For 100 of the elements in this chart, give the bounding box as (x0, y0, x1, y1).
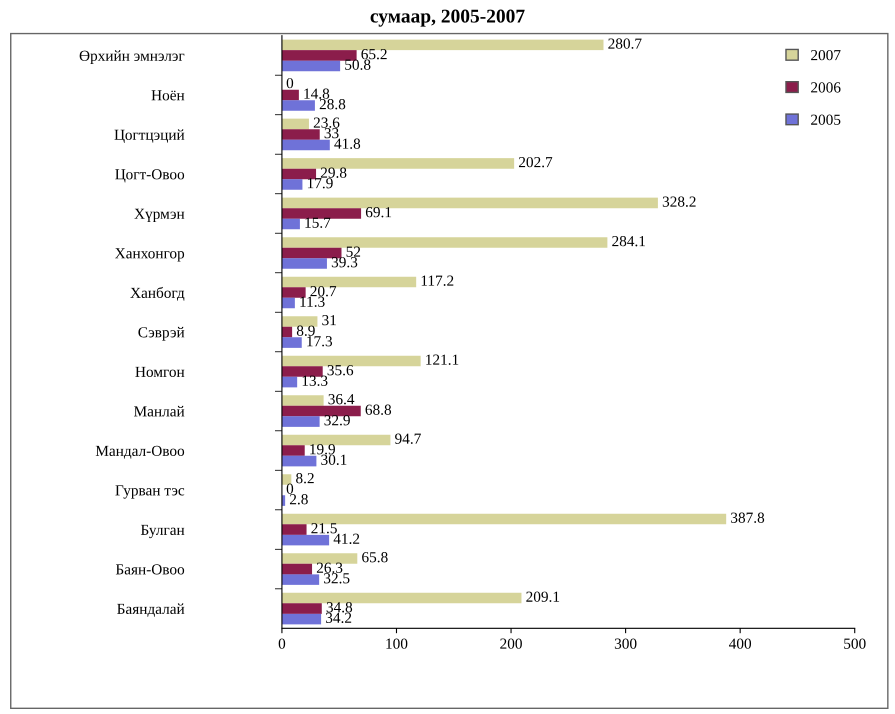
x-tick-label: 300 (614, 638, 636, 649)
bar (282, 395, 324, 406)
chart-title: сумаар, 2005-2007 (370, 10, 525, 27)
y-tick-label: Ноён (152, 90, 184, 100)
data-label: 0 (286, 78, 294, 88)
data-label: 2.8 (290, 494, 308, 504)
bar (282, 168, 316, 180)
bar (282, 434, 390, 446)
y-tick-label: Гурван тэс (115, 485, 184, 499)
bar (282, 179, 302, 190)
x-tick-label: 200 (500, 638, 522, 649)
data-label: 65.2 (361, 49, 387, 60)
y-tick-label: Ханбогд (130, 286, 184, 301)
data-label: 328.2 (662, 196, 696, 207)
x-tick-label: 400 (729, 638, 752, 649)
y-tick-label: Хүрмэн (134, 208, 184, 222)
y-tick-label: Сэврэй (138, 326, 184, 341)
y-tick-label: Манлай (134, 406, 184, 416)
data-label: 33 (324, 128, 339, 138)
bar (282, 406, 361, 416)
bar (282, 237, 608, 248)
data-label: 94.7 (395, 434, 421, 444)
bar (282, 574, 320, 585)
y-tick-label: Баян-Овоо (116, 564, 184, 575)
bar (282, 603, 322, 614)
data-label: 209.1 (526, 592, 560, 602)
data-label: 50.8 (345, 60, 370, 70)
bar (282, 445, 305, 456)
bar (282, 198, 658, 208)
data-label: 65.8 (362, 552, 388, 562)
y-tick-label: Өрхийн эмнэлэг (80, 50, 184, 64)
data-label: 202.7 (518, 156, 552, 168)
data-label: 121.1 (426, 354, 458, 365)
data-label: 15.7 (305, 218, 330, 228)
data-label: 69.1 (366, 207, 392, 218)
legend-label: 2006 (811, 82, 841, 93)
bar (282, 158, 514, 169)
data-label: 52 (346, 246, 360, 257)
bar (282, 514, 726, 524)
data-label: 39.3 (332, 257, 358, 268)
data-label: 68.8 (366, 404, 392, 415)
bar (282, 100, 315, 111)
x-tick-label: 500 (844, 638, 866, 649)
data-label: 21.5 (311, 523, 337, 534)
data-label: 14.8 (304, 88, 330, 99)
x-tick-label: 0 (278, 638, 286, 649)
bar (282, 564, 312, 574)
data-label: 8.9 (296, 326, 315, 336)
bar (282, 258, 327, 269)
y-tick-label: Номгон (135, 366, 184, 377)
data-label: 32.9 (324, 415, 350, 426)
bar (282, 356, 421, 366)
bar (282, 366, 323, 377)
data-label: 29.8 (320, 167, 346, 178)
data-label: 32.5 (324, 573, 350, 584)
data-label: 28.8 (320, 99, 346, 110)
bar (282, 376, 298, 388)
bar (282, 50, 357, 61)
data-label: 30.1 (321, 454, 346, 465)
data-label: 26.3 (316, 562, 342, 573)
bar (282, 118, 309, 130)
data-label: 36.4 (328, 394, 354, 404)
data-label: 0 (286, 484, 294, 494)
data-label: 11.3 (300, 296, 325, 307)
bar (282, 298, 295, 308)
legend-label: 2005 (811, 114, 840, 125)
data-label: 280.7 (608, 38, 642, 49)
bar (282, 614, 322, 624)
y-tick-label: Булган (140, 524, 184, 538)
legend-label: 2007 (811, 50, 841, 60)
bar (282, 218, 300, 230)
bar (282, 90, 299, 100)
bar (282, 208, 362, 219)
data-label: 19.9 (310, 444, 335, 454)
data-label: 20.7 (310, 286, 336, 296)
data-label: 34.8 (326, 602, 352, 612)
bar (282, 416, 320, 427)
y-tick-label: Цогтцэций (114, 129, 184, 144)
bar (282, 287, 306, 298)
y-tick-label: Баяндалай (117, 603, 184, 617)
data-label: 35.6 (328, 365, 354, 376)
bar (282, 534, 330, 546)
bar (282, 524, 307, 535)
x-tick-label: 100 (386, 638, 408, 649)
bar (282, 248, 342, 258)
data-label: 31 (322, 315, 336, 326)
bar (282, 129, 320, 140)
data-label: 34.2 (326, 612, 352, 623)
bar (282, 60, 340, 72)
bar (282, 474, 292, 485)
y-tick-label: Мандал-Овоо (96, 446, 184, 459)
data-label: 23.6 (314, 117, 340, 128)
y-tick-label: Цогт-Овоо (115, 169, 184, 183)
bar (282, 40, 604, 50)
data-label: 387.8 (731, 512, 764, 523)
y-tick-label: Ханхонгор (115, 248, 184, 262)
bar (282, 553, 358, 564)
data-label: 41.8 (334, 138, 360, 149)
bar (282, 456, 316, 466)
data-label: 8.2 (296, 473, 314, 484)
